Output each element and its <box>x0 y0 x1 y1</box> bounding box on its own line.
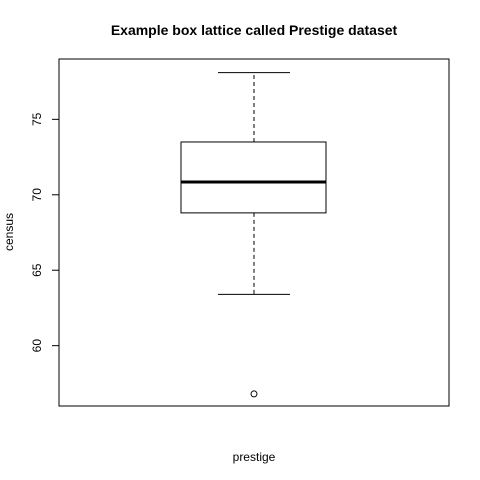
chart-title: Example box lattice called Prestige data… <box>111 22 398 38</box>
x-axis-label: prestige <box>233 450 276 464</box>
y-axis-label: census <box>2 213 16 251</box>
interquartile-box <box>180 141 327 214</box>
y-tick-label: 60 <box>30 339 44 353</box>
box-element <box>180 72 327 398</box>
y-tick-label: 75 <box>30 112 44 126</box>
outlier-point <box>250 390 258 398</box>
y-axis: 60 65 70 75 <box>30 112 60 353</box>
y-tick-label: 65 <box>30 263 44 277</box>
y-tick-label: 70 <box>30 188 44 202</box>
